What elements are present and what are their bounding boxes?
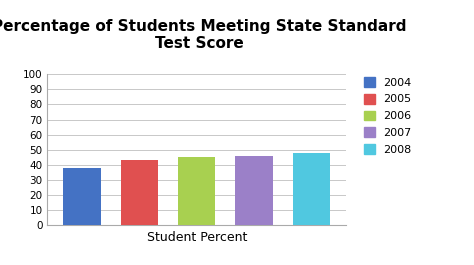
Bar xyxy=(293,153,330,225)
X-axis label: Student Percent: Student Percent xyxy=(146,231,247,244)
Legend: 2004, 2005, 2006, 2007, 2008: 2004, 2005, 2006, 2007, 2008 xyxy=(364,77,412,155)
Bar xyxy=(120,160,158,225)
Bar xyxy=(236,156,273,225)
Title: Percentage of Students Meeting State Standard
Test Score: Percentage of Students Meeting State Sta… xyxy=(0,19,406,51)
Bar xyxy=(178,157,215,225)
Bar xyxy=(63,168,100,225)
